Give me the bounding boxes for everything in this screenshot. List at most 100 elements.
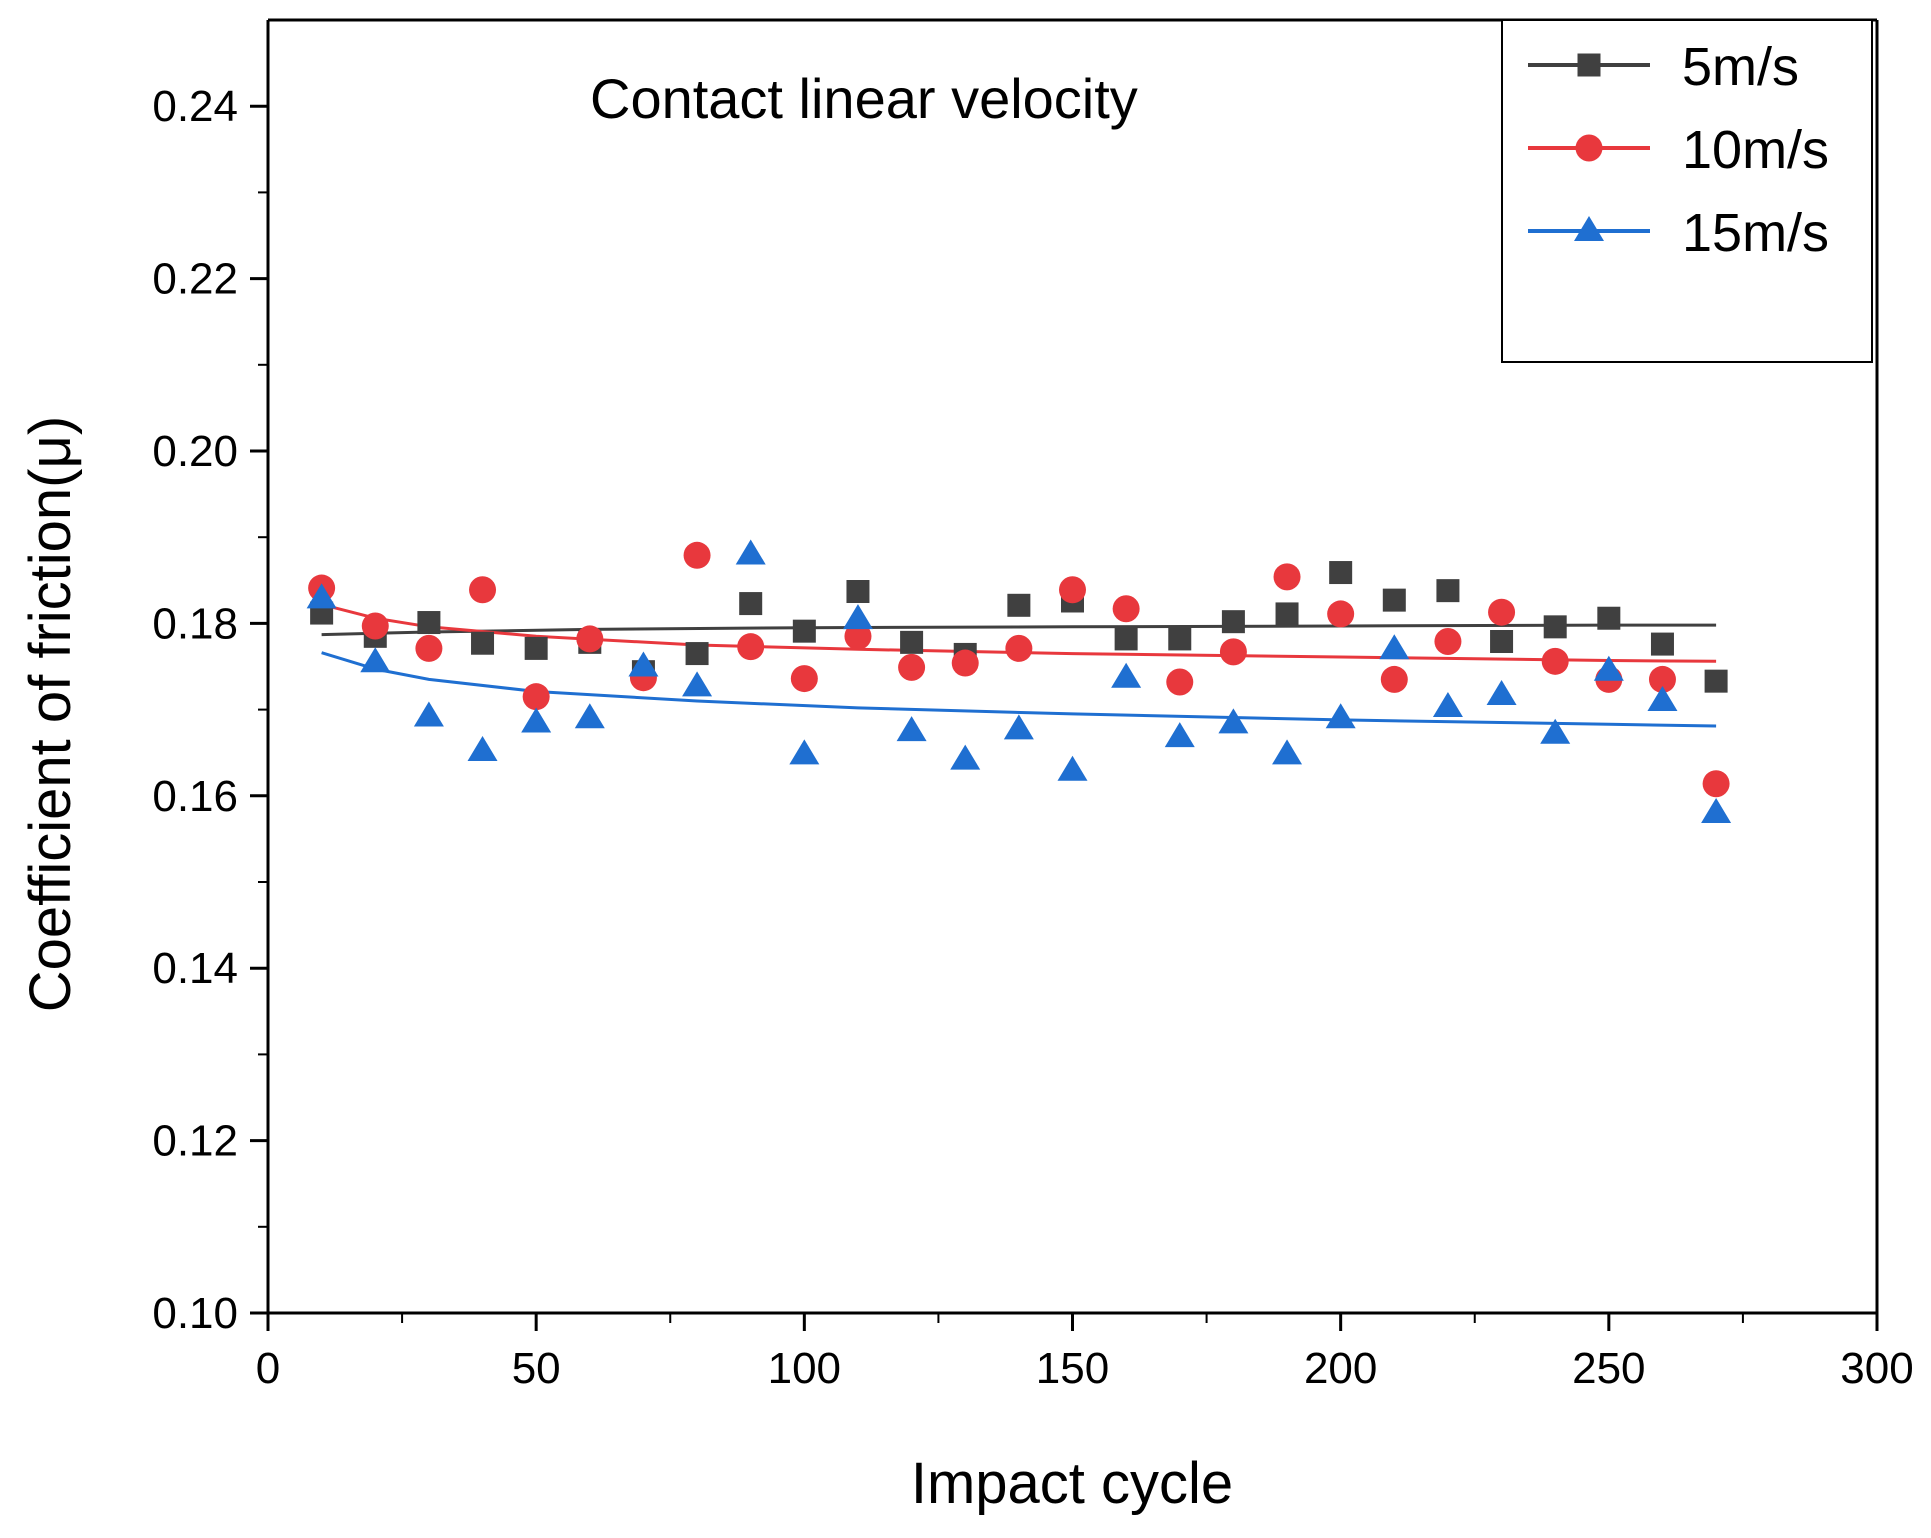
y-axis-title: Coefficient of friction(μ): [18, 416, 83, 1012]
data-point: [361, 612, 389, 640]
data-point: [1327, 600, 1355, 628]
legend-marker: [1577, 53, 1601, 77]
data-point: [306, 583, 337, 609]
data-point: [1273, 563, 1301, 591]
fit-line-15m/s: [321, 651, 1717, 728]
data-point: [1593, 655, 1624, 681]
data-point: [900, 630, 924, 654]
data-point: [790, 665, 818, 693]
data-point: [417, 611, 441, 635]
x-tick-label: 100: [768, 1344, 841, 1393]
data-point: [896, 716, 927, 742]
data-point: [1486, 679, 1517, 705]
data-points: [306, 539, 1732, 824]
data-point: [1007, 593, 1031, 617]
data-point: [1650, 632, 1674, 656]
data-point: [1005, 634, 1033, 662]
data-point: [1382, 588, 1406, 612]
data-point: [682, 671, 713, 697]
data-point: [1325, 703, 1356, 729]
data-point: [1059, 576, 1086, 604]
data-point: [469, 576, 497, 604]
data-point: [1648, 665, 1676, 693]
x-tick-label: 50: [512, 1344, 561, 1393]
data-point: [521, 707, 552, 733]
data-point: [524, 636, 548, 660]
data-point: [1488, 598, 1516, 626]
data-point: [1541, 647, 1569, 675]
legend-label: 5m/s: [1682, 37, 1799, 97]
data-point: [1003, 714, 1034, 740]
x-tick-label: 150: [1036, 1344, 1109, 1393]
x-tick-label: 250: [1572, 1344, 1645, 1393]
y-tick-label: 0.20: [152, 427, 238, 476]
data-point: [1702, 770, 1730, 798]
data-point: [1111, 662, 1142, 688]
data-point: [628, 651, 659, 677]
data-point: [1597, 606, 1621, 630]
data-point: [1436, 579, 1460, 603]
data-point: [1112, 595, 1140, 623]
y-tick-label: 0.14: [152, 944, 238, 993]
data-point: [1057, 755, 1088, 781]
data-point: [846, 580, 870, 604]
legend-box: [1501, 19, 1873, 363]
y-tick-label: 0.12: [152, 1117, 238, 1166]
data-point: [685, 642, 709, 666]
data-point: [1329, 561, 1353, 585]
legend-marker: [1574, 216, 1604, 241]
data-point: [739, 592, 763, 616]
fit-line-10m/s: [321, 602, 1717, 663]
y-tick-label: 0.18: [152, 599, 238, 648]
x-tick-label: 200: [1304, 1344, 1377, 1393]
y-tick-label: 0.22: [152, 255, 238, 304]
data-point: [683, 541, 711, 569]
legend-label: 10m/s: [1682, 120, 1829, 180]
data-point: [735, 539, 766, 565]
y-tick-label: 0.10: [152, 1289, 238, 1338]
data-point: [844, 622, 872, 650]
data-point: [1164, 722, 1195, 748]
data-point: [737, 633, 765, 661]
data-point: [1219, 638, 1247, 666]
data-point: [360, 647, 391, 673]
data-point: [1272, 739, 1303, 765]
y-tick-label: 0.16: [152, 772, 238, 821]
data-point: [1543, 615, 1567, 639]
data-point: [950, 744, 981, 770]
data-point: [1221, 610, 1245, 634]
data-point: [1168, 627, 1192, 651]
data-point: [413, 701, 444, 727]
x-tick-label: 0: [256, 1344, 280, 1393]
data-point: [1166, 668, 1194, 696]
axes: 0 50 100 150 200 250 300 0.10 0.12 0.14 0.16 0.18 0.…: [152, 18, 1914, 1393]
chart-annotation: Contact linear velocity: [590, 67, 1138, 130]
data-point: [1701, 798, 1732, 824]
data-point: [471, 631, 495, 655]
data-point: [1490, 630, 1514, 654]
data-point: [842, 604, 873, 630]
data-point: [1704, 669, 1728, 693]
y-tick-label: 0.24: [152, 82, 238, 131]
legend-label: 15m/s: [1682, 203, 1829, 263]
data-point: [1379, 634, 1410, 660]
data-point: [467, 735, 498, 761]
x-axis-title: Impact cycle: [911, 1451, 1233, 1516]
legend-marker: [1575, 134, 1603, 162]
data-point: [1114, 627, 1138, 651]
data-point: [1380, 665, 1408, 693]
data-point: [1218, 708, 1249, 734]
data-point: [415, 634, 443, 662]
legend-items: 5m/s 10m/s 15m/s: [1528, 37, 1829, 263]
data-point: [1434, 628, 1462, 656]
data-point: [522, 683, 550, 711]
data-point: [951, 649, 979, 677]
data-point: [792, 619, 816, 643]
data-point: [898, 653, 926, 681]
data-point: [1275, 602, 1299, 626]
data-point: [574, 703, 605, 729]
x-tick-label: 300: [1840, 1344, 1913, 1393]
data-point: [1540, 718, 1571, 744]
data-point: [576, 625, 604, 653]
